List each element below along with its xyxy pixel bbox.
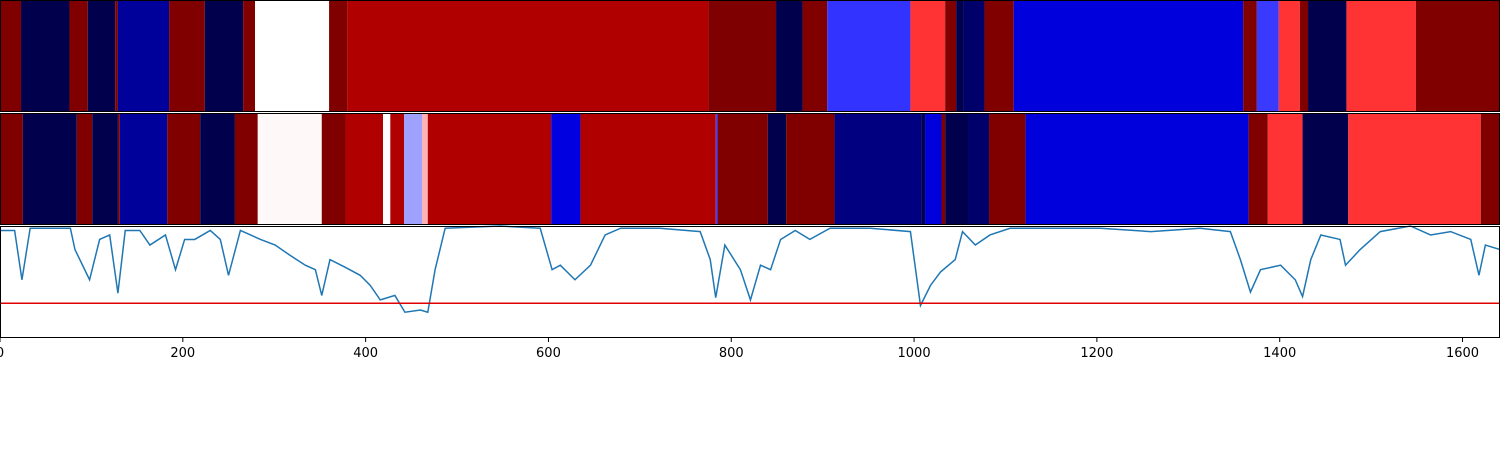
segment: [1248, 113, 1268, 225]
segment: [69, 0, 88, 112]
segment: [580, 113, 716, 225]
x-tick-label: 1200: [1080, 346, 1113, 361]
segment: [968, 113, 990, 225]
segment: [167, 113, 201, 225]
segment: [329, 0, 348, 112]
segment: [715, 113, 718, 225]
segment: [1267, 113, 1303, 225]
segment: [941, 113, 946, 225]
segment: [834, 113, 922, 225]
segment: [551, 113, 581, 225]
segment: [956, 0, 964, 112]
segment: [910, 0, 946, 112]
segment: [1013, 0, 1244, 112]
segment: [1480, 113, 1500, 225]
segment: [708, 0, 777, 112]
segment: [234, 113, 258, 225]
segment: [1302, 113, 1349, 225]
segment: [255, 0, 330, 112]
segment: [717, 113, 768, 225]
segment: [1243, 0, 1257, 112]
segment: [427, 113, 552, 225]
segment: [925, 113, 942, 225]
data-line: [0, 225, 1500, 314]
x-tick-label: 1600: [1446, 346, 1479, 361]
segment: [802, 0, 828, 112]
segment: [87, 0, 116, 112]
segment: [767, 113, 787, 225]
segment: [169, 0, 205, 112]
segment: [963, 0, 985, 112]
x-tick-label: 0: [0, 346, 4, 361]
segment: [243, 0, 256, 112]
segment: [989, 113, 1026, 225]
plot-area: [0, 226, 1500, 338]
segment: [382, 113, 391, 225]
segment: [76, 113, 93, 225]
x-tick-label: 600: [536, 346, 561, 361]
x-tick-label: 1400: [1263, 346, 1296, 361]
segment: [945, 0, 957, 112]
segment: [945, 113, 969, 225]
x-tick-label: 200: [170, 346, 195, 361]
segment: [345, 113, 383, 225]
segment: [347, 0, 709, 112]
segment: [204, 0, 244, 112]
segment: [1278, 0, 1300, 112]
segment: [117, 113, 120, 225]
segment: [404, 113, 423, 225]
segment: [1308, 0, 1347, 112]
segment: [119, 113, 168, 225]
segment: [257, 113, 322, 225]
segment: [390, 113, 405, 225]
segment: [1299, 0, 1309, 112]
segment: [1348, 113, 1481, 225]
segment: [776, 0, 803, 112]
segment: [22, 113, 77, 225]
segment: [984, 0, 1014, 112]
segment: [1346, 0, 1416, 112]
segment: [786, 113, 835, 225]
x-tick-label: 1000: [898, 346, 931, 361]
segment: [115, 0, 118, 112]
segment: [422, 113, 428, 225]
segment: [1256, 0, 1279, 112]
segment: [92, 113, 118, 225]
segment: [827, 0, 911, 112]
segment: [117, 0, 170, 112]
segment: [1415, 0, 1500, 112]
segment: [0, 0, 22, 112]
segment: [321, 113, 346, 225]
segment: [200, 113, 235, 225]
x-tick-label: 400: [353, 346, 378, 361]
segment: [921, 113, 926, 225]
segment: [1025, 113, 1249, 225]
x-tick-label: 800: [719, 346, 744, 361]
segment: [0, 113, 23, 225]
segment: [21, 0, 70, 112]
